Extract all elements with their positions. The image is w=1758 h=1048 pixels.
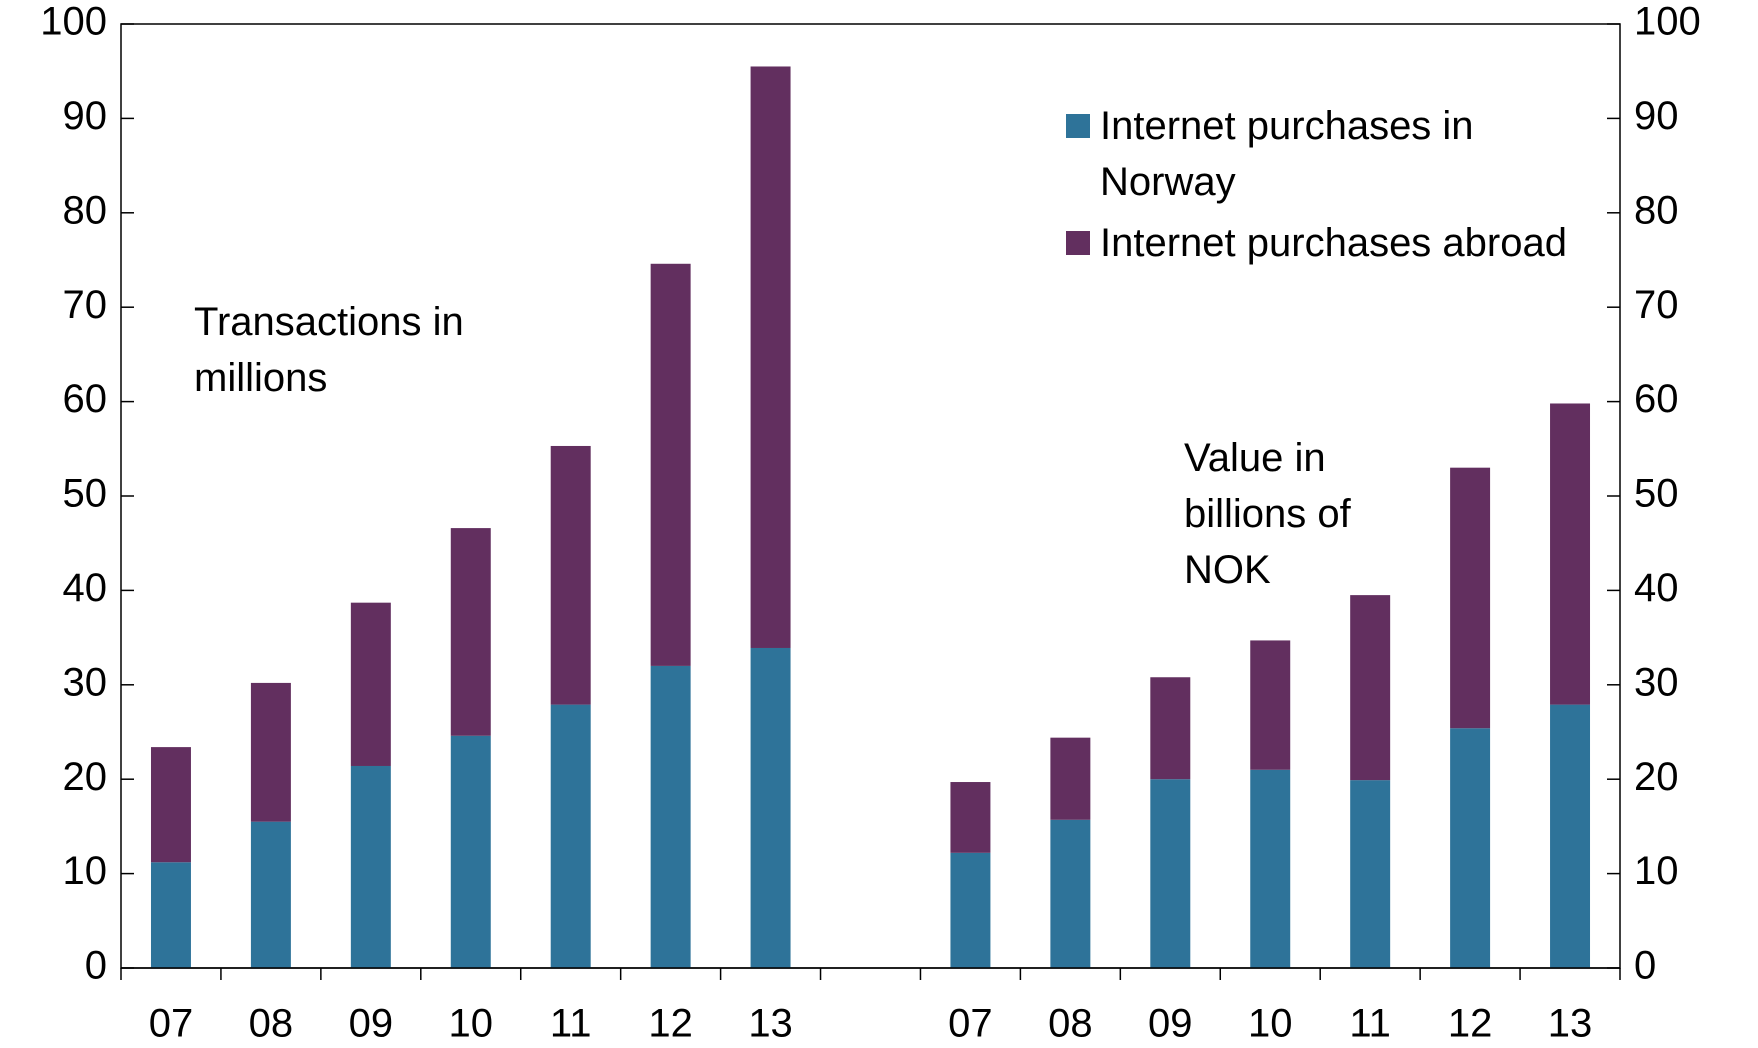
x-tick-label: 09 bbox=[1148, 1002, 1193, 1046]
bar-segment bbox=[1050, 737, 1091, 820]
bar-segment bbox=[1350, 780, 1391, 968]
bar-segment bbox=[150, 862, 191, 968]
x-tick-label: 10 bbox=[1248, 1002, 1293, 1046]
bar-segment bbox=[750, 647, 791, 968]
legend-swatch bbox=[1066, 114, 1090, 138]
y-tick-label: 50 bbox=[63, 472, 108, 516]
x-tick-label: 08 bbox=[249, 1002, 294, 1046]
bar-segment bbox=[450, 528, 491, 736]
x-tick-label: 10 bbox=[449, 1002, 494, 1046]
x-tick-label: 13 bbox=[748, 1002, 793, 1046]
y2-tick-label: 100 bbox=[1634, 0, 1701, 44]
bar-segment bbox=[150, 747, 191, 863]
bar-segment bbox=[350, 602, 391, 766]
y-tick-label: 60 bbox=[63, 377, 108, 421]
y2-tick-label: 30 bbox=[1634, 660, 1679, 704]
y-tick-label: 10 bbox=[63, 849, 108, 893]
bar-segment bbox=[1150, 779, 1191, 968]
bar-segment bbox=[650, 665, 691, 968]
y2-tick-label: 20 bbox=[1634, 755, 1679, 799]
y2-tick-label: 40 bbox=[1634, 566, 1679, 610]
x-tick-label: 13 bbox=[1548, 1002, 1593, 1046]
legend-swatch bbox=[1066, 231, 1090, 255]
annotation: Value in billions of NOK bbox=[1184, 436, 1351, 592]
bar-segment bbox=[1550, 403, 1591, 705]
y-tick-label: 70 bbox=[63, 283, 108, 327]
y-tick-label: 80 bbox=[63, 188, 108, 232]
bar-segment bbox=[950, 782, 991, 853]
bar-segment bbox=[1250, 769, 1291, 968]
x-tick-label: 08 bbox=[1048, 1002, 1093, 1046]
y-tick-label: 40 bbox=[63, 566, 108, 610]
legend-item: Internet purchases in Norway bbox=[1066, 98, 1570, 210]
bar-segment bbox=[1450, 728, 1491, 968]
bar-segment bbox=[550, 704, 591, 968]
bar-segment bbox=[550, 445, 591, 705]
y2-tick-label: 80 bbox=[1634, 188, 1679, 232]
y2-tick-label: 90 bbox=[1634, 94, 1679, 138]
x-tick-label: 07 bbox=[149, 1002, 194, 1046]
bar-segment bbox=[1550, 704, 1591, 968]
y-tick-label: 30 bbox=[63, 660, 108, 704]
bar-segment bbox=[650, 263, 691, 666]
x-tick-label: 11 bbox=[550, 1002, 592, 1046]
bar-segment bbox=[1050, 819, 1091, 968]
legend-item: Internet purchases abroad bbox=[1066, 215, 1570, 271]
bar-segment bbox=[250, 821, 291, 968]
x-tick-label: 12 bbox=[648, 1002, 693, 1046]
bar-segment bbox=[1350, 595, 1391, 781]
bar-segment bbox=[750, 66, 791, 648]
bar-segment bbox=[350, 765, 391, 968]
bar-segment bbox=[450, 735, 491, 968]
bar-segment bbox=[1450, 467, 1491, 729]
y-tick-label: 20 bbox=[63, 755, 108, 799]
annotation: Transactions in millions bbox=[194, 300, 464, 400]
x-tick-label: 09 bbox=[349, 1002, 394, 1046]
y2-tick-label: 70 bbox=[1634, 283, 1679, 327]
x-tick-label: 11 bbox=[1349, 1002, 1391, 1046]
y2-tick-label: 10 bbox=[1634, 849, 1679, 893]
legend-label: Internet purchases in Norway bbox=[1100, 104, 1474, 204]
y-tick-label: 90 bbox=[63, 94, 108, 138]
x-tick-label: 12 bbox=[1448, 1002, 1493, 1046]
y2-tick-label: 50 bbox=[1634, 472, 1679, 516]
y2-tick-label: 60 bbox=[1634, 377, 1679, 421]
x-tick-label: 07 bbox=[948, 1002, 993, 1046]
bar-segment bbox=[250, 682, 291, 822]
bar-segment bbox=[1250, 640, 1291, 770]
y-tick-label: 0 bbox=[85, 944, 107, 988]
bar-segment bbox=[950, 852, 991, 968]
bar-segment bbox=[1150, 677, 1191, 780]
y2-tick-label: 0 bbox=[1634, 944, 1656, 988]
y-tick-label: 100 bbox=[40, 0, 107, 44]
legend-label: Internet purchases abroad bbox=[1100, 221, 1567, 265]
